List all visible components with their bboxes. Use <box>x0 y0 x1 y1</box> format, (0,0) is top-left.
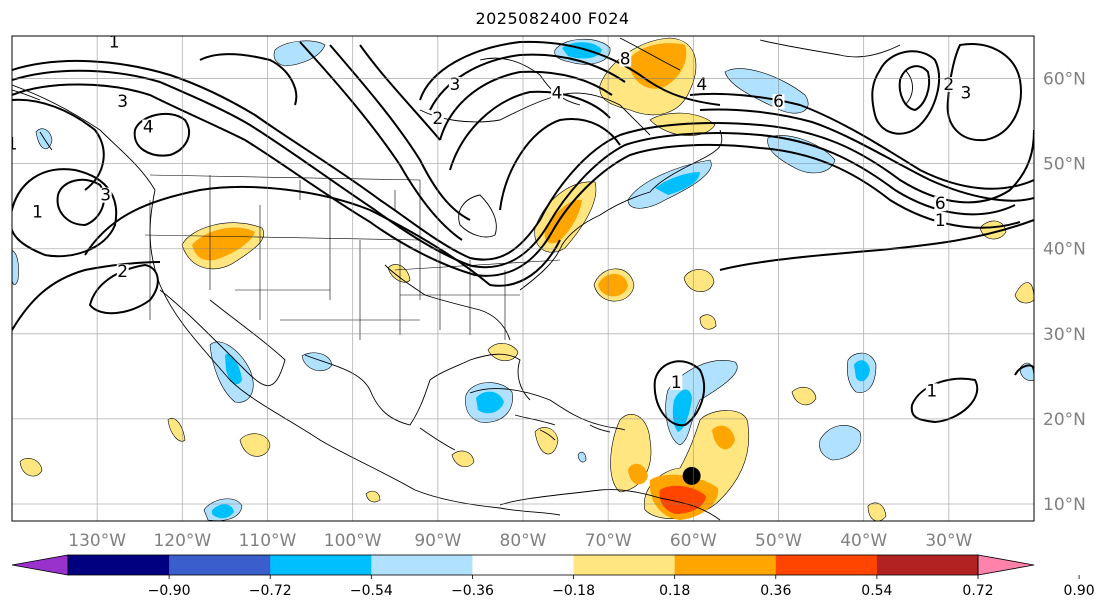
contour-label-bg <box>448 77 461 93</box>
colorbar-tick-label: 0.72 <box>962 583 993 599</box>
colorbar-tick-label: −0.36 <box>451 583 494 599</box>
contour-label-bg <box>695 77 708 93</box>
longitude-label: 110°W <box>239 531 297 551</box>
colorbar-tick-label: −0.90 <box>148 583 191 599</box>
longitude-label: 90°W <box>414 531 461 551</box>
latitude-label: 50°N <box>1043 155 1086 175</box>
contour-label: 1 <box>671 373 682 393</box>
colorbar-segment <box>876 555 979 575</box>
latitude-labels: 60°N 50°N 40°N 30°N 20°N 10°N <box>1043 70 1086 515</box>
contour-label: 2 <box>117 262 128 282</box>
colorbar-segment <box>68 555 170 575</box>
longitude-label: 120°W <box>153 531 211 551</box>
contour-label-bg <box>959 85 972 101</box>
colorbar: −0.90 −0.72 −0.54 −0.36 −0.18 0.18 0.36 0.54 0.7… <box>11 554 1095 599</box>
colorbar-segment <box>472 555 575 575</box>
colorbar-tick-label: 0.90 <box>1064 583 1095 599</box>
contour-label-bg <box>99 187 112 203</box>
map-frame <box>11 35 1035 522</box>
contour-label: 3 <box>449 75 460 95</box>
state-borders <box>144 174 561 340</box>
longitude-label: 100°W <box>324 531 382 551</box>
contour-label-bg <box>116 94 129 110</box>
contour-label-bg <box>619 51 632 67</box>
contour-label-bg <box>670 374 683 390</box>
contour-label-bg <box>142 119 155 135</box>
storm-center-marker <box>682 466 701 485</box>
height-contours <box>12 40 1034 427</box>
colorbar-frame <box>67 554 979 576</box>
contour-label-bg <box>12 136 18 152</box>
contour-label: 1 <box>926 381 937 401</box>
contour-label-bg <box>551 85 564 101</box>
coastlines <box>12 37 913 521</box>
contour-label: 1 <box>32 203 43 223</box>
contour-label: 1 <box>7 135 18 155</box>
longitude-label: 130°W <box>68 531 126 551</box>
contour-label: 4 <box>696 75 707 95</box>
contour-label: 3 <box>100 186 111 206</box>
colorbar-extend-high <box>977 554 1035 576</box>
colorbar-segment <box>573 555 676 575</box>
contour-label: 3 <box>117 92 128 112</box>
colorbar-tick-label: 0.54 <box>861 583 892 599</box>
longitude-label: 80°W <box>500 531 547 551</box>
colorbar-segment <box>270 555 372 575</box>
contour-label-bg <box>934 196 947 212</box>
contour-label: 1 <box>109 33 120 53</box>
latitude-label: 20°N <box>1043 410 1086 430</box>
longitude-label: 70°W <box>585 531 632 551</box>
contour-label: 8 <box>620 50 631 70</box>
colorbar-extend-low <box>11 554 69 576</box>
longitude-label: 30°W <box>925 531 972 551</box>
contour-label: 1 <box>935 211 946 231</box>
contour-label: 4 <box>143 118 154 138</box>
contour-label: 3 <box>960 84 971 104</box>
contour-label: 6 <box>935 194 946 214</box>
contour-label: 4 <box>552 84 563 104</box>
colorbar-tick-label: −0.72 <box>249 583 292 599</box>
longitude-label: 50°W <box>755 531 802 551</box>
longitude-label: 60°W <box>670 531 717 551</box>
contour-label-bg <box>925 383 938 399</box>
latitude-label: 60°N <box>1043 70 1086 90</box>
figure-title: 2025082400 F024 <box>475 9 630 28</box>
gridlines <box>12 36 1034 521</box>
contour-label-bg <box>108 36 121 50</box>
anomaly-shading <box>12 37 1034 521</box>
colorbar-segment <box>371 555 473 575</box>
colorbar-segment <box>775 555 878 575</box>
colorbar-tick-label: 0.36 <box>760 583 791 599</box>
colorbar-segment <box>674 555 777 575</box>
contour-label-bg <box>116 264 129 280</box>
longitude-label: 40°W <box>840 531 887 551</box>
colorbar-tick-label: 0.18 <box>659 583 690 599</box>
colorbar-tick-label: −0.54 <box>350 583 393 599</box>
contour-label-bg <box>934 213 947 229</box>
longitude-labels: 130°W 120°W 110°W 100°W 90°W 80°W 70°W 60°W 50°W… <box>68 531 972 551</box>
latitude-label: 30°N <box>1043 325 1086 345</box>
latitude-label: 10°N <box>1043 495 1086 515</box>
colorbar-tick-label: −0.18 <box>552 583 595 599</box>
colorbar-segment <box>169 555 271 575</box>
latitude-label: 40°N <box>1043 240 1086 260</box>
contour-label-bg <box>31 204 44 220</box>
